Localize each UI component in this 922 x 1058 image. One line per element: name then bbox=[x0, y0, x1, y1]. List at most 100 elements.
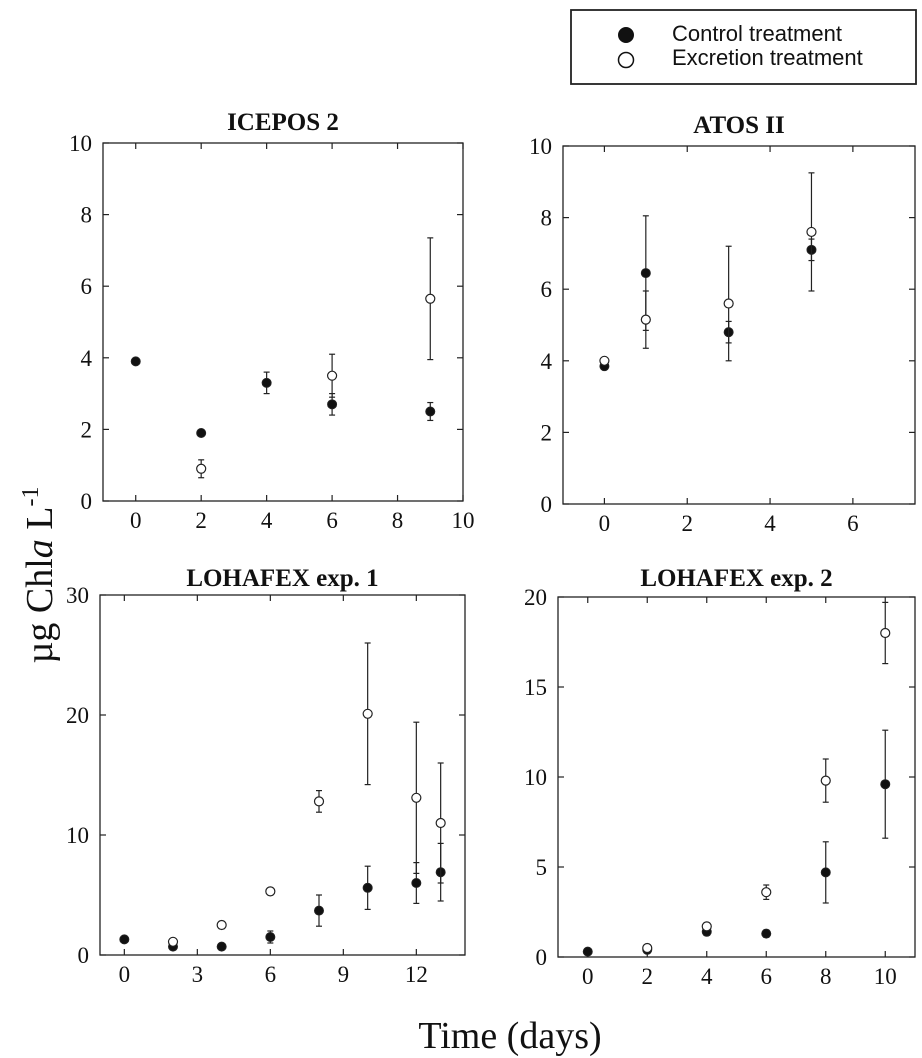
control-point bbox=[582, 946, 593, 957]
y-tick-label: 5 bbox=[536, 855, 548, 880]
x-tick-label: 0 bbox=[119, 962, 131, 987]
y-tick-label: 15 bbox=[524, 675, 547, 700]
x-tick-label: 8 bbox=[392, 508, 404, 533]
y-tick-label: 0 bbox=[81, 489, 93, 514]
series-control bbox=[582, 729, 891, 957]
legend-excretion-marker bbox=[617, 51, 635, 69]
excretion-point bbox=[761, 887, 772, 898]
y-tick-label: 20 bbox=[524, 585, 547, 610]
control-point bbox=[119, 934, 130, 945]
y-tick-label: 30 bbox=[66, 583, 89, 608]
control-point bbox=[362, 882, 373, 893]
excretion-point bbox=[723, 298, 734, 309]
excretion-point bbox=[326, 370, 338, 381]
excretion-point bbox=[880, 627, 891, 639]
excretion-point bbox=[820, 775, 831, 786]
x-tick-label: 10 bbox=[452, 508, 475, 533]
y-tick-label: 6 bbox=[541, 277, 553, 302]
excretion-point bbox=[313, 796, 325, 807]
excretion-point bbox=[362, 708, 373, 719]
x-tick-label: 2 bbox=[681, 511, 693, 536]
excretion-point bbox=[265, 886, 276, 897]
excretion-point bbox=[216, 919, 227, 931]
y-tick-label: 10 bbox=[66, 823, 89, 848]
excretion-point bbox=[701, 921, 712, 932]
plot-frame bbox=[557, 596, 916, 958]
panel-3: LOHAFEX exp. 1 0 3 6 9 12 0 10 20 30 bbox=[66, 565, 466, 987]
y-tick-label: 20 bbox=[66, 703, 89, 728]
series-control bbox=[119, 842, 446, 952]
legend-control-label: Control treatment bbox=[672, 21, 842, 46]
x-tick-label: 8 bbox=[820, 964, 832, 989]
panel-title: ICEPOS 2 bbox=[227, 109, 339, 136]
excretion-point bbox=[642, 942, 653, 954]
excretion-point bbox=[196, 463, 207, 474]
y-tick-label: 2 bbox=[81, 417, 93, 442]
plot-frame bbox=[102, 142, 464, 502]
y-tick-label: 4 bbox=[541, 349, 553, 374]
y-tick-label: 10 bbox=[524, 765, 547, 790]
panel-title: LOHAFEX exp. 2 bbox=[640, 565, 832, 592]
x-tick-label: 6 bbox=[847, 511, 859, 536]
y-tick-label: 2 bbox=[541, 420, 553, 445]
x-tick-label: 3 bbox=[192, 962, 204, 987]
legend-frame bbox=[570, 9, 917, 85]
x-tick-label: 4 bbox=[701, 964, 713, 989]
panel-2: ATOS II 0 2 4 6 0 2 4 6 8 10 bbox=[529, 112, 916, 536]
excretion-point bbox=[806, 226, 817, 238]
y-tick-label: 0 bbox=[536, 945, 548, 970]
control-point bbox=[216, 941, 227, 952]
excretion-point bbox=[599, 355, 610, 366]
legend: Control treatment Excretion treatment bbox=[570, 9, 917, 85]
legend-excretion-label: Excretion treatment bbox=[672, 45, 863, 70]
series-excretion bbox=[167, 642, 446, 947]
excretion-point bbox=[435, 817, 446, 829]
y-tick-label: 8 bbox=[541, 206, 553, 231]
x-tick-label: 4 bbox=[764, 511, 776, 536]
x-tick-label: 0 bbox=[599, 511, 611, 536]
panel-title: LOHAFEX exp. 1 bbox=[186, 565, 378, 592]
series-excretion bbox=[599, 172, 817, 366]
x-tick-label: 12 bbox=[405, 962, 428, 987]
control-point bbox=[130, 356, 141, 367]
x-tick-label: 0 bbox=[582, 964, 594, 989]
panel-title: ATOS II bbox=[693, 112, 784, 139]
excretion-point bbox=[167, 936, 179, 947]
control-point bbox=[425, 406, 436, 417]
control-point bbox=[314, 905, 324, 916]
x-tick-label: 6 bbox=[265, 962, 277, 987]
x-tick-label: 6 bbox=[761, 964, 773, 989]
control-point bbox=[640, 268, 651, 279]
series-control bbox=[130, 356, 436, 438]
control-point bbox=[327, 399, 338, 410]
y-tick-label: 6 bbox=[81, 274, 93, 299]
control-point bbox=[196, 427, 207, 438]
x-tick-label: 10 bbox=[874, 964, 897, 989]
series-control bbox=[599, 215, 817, 372]
y-axis-label: µg Chla L-1 bbox=[18, 486, 61, 663]
panel-1: ICEPOS 2 0 2 4 6 8 10 0 2 4 6 8 10 bbox=[69, 109, 475, 533]
plot-frame bbox=[562, 145, 916, 505]
x-tick-label: 4 bbox=[261, 508, 273, 533]
x-tick-label: 0 bbox=[130, 508, 142, 533]
series-excretion bbox=[642, 601, 891, 954]
excretion-point bbox=[640, 314, 651, 325]
y-tick-label: 10 bbox=[529, 134, 552, 159]
series-excretion bbox=[196, 237, 436, 479]
control-point bbox=[411, 878, 422, 888]
x-tick-label: 9 bbox=[338, 962, 350, 987]
x-tick-label: 6 bbox=[326, 508, 338, 533]
plot-frame bbox=[99, 594, 466, 956]
y-tick-label: 0 bbox=[78, 943, 90, 968]
control-point bbox=[880, 779, 891, 790]
control-point bbox=[820, 867, 831, 878]
y-tick-label: 0 bbox=[541, 492, 553, 517]
x-axis-label: Time (days) bbox=[418, 1015, 601, 1057]
control-point bbox=[761, 928, 772, 939]
y-tick-label: 8 bbox=[81, 203, 93, 228]
excretion-point bbox=[425, 293, 436, 304]
panels: ICEPOS 2 0 2 4 6 8 10 0 2 4 6 8 10 ATOS II 0 2 4 6 0 2 4 6 8 10… bbox=[66, 109, 916, 989]
legend-control-marker bbox=[618, 27, 634, 43]
panel-4: LOHAFEX exp. 2 0 2 4 6 8 10 0 5 10 15 20 bbox=[524, 565, 916, 989]
x-tick-label: 2 bbox=[642, 964, 654, 989]
